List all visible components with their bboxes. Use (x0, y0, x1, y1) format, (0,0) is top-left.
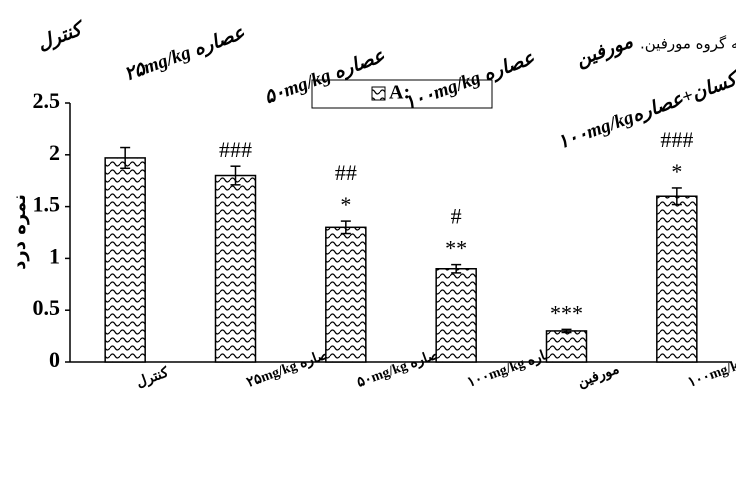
significance-mark: * (671, 159, 682, 184)
y-tick-label: 2.5 (33, 88, 61, 113)
y-axis-label: نمره درد (9, 194, 30, 270)
overlay-label: نالوکسان+عصاره۱۰۰mg/kg (555, 60, 736, 154)
bar (325, 226, 367, 363)
x-tick-label: عصاره ۲۵mg/kg (245, 344, 339, 391)
x-tick-label: مورفین (576, 362, 622, 391)
bar (435, 268, 477, 363)
bar (545, 330, 588, 363)
x-tick-label: عصاره ۵۰mg/kg (355, 344, 449, 391)
overlay-label: عصاره ۲۵mg/kg (122, 22, 249, 85)
bar (656, 195, 698, 363)
overlay-label: مورفین (574, 31, 637, 71)
significance-mark: ## (335, 160, 357, 185)
bar (104, 157, 146, 363)
significance-mark: # (451, 204, 462, 229)
significance-mark: ** (445, 236, 467, 261)
caption: مورفین: P<٠/٠٥#، P<٠/٠١## و P<٠/٠٠١### ن… (640, 35, 736, 53)
legend-swatch (371, 86, 386, 101)
legend: A: (311, 79, 493, 109)
significance-mark: ### (219, 137, 252, 162)
significance-mark: * (340, 192, 351, 217)
bar (214, 174, 257, 363)
overlay-label: کنترل (35, 18, 89, 55)
y-tick-label: 1.5 (33, 192, 61, 217)
x-tick-label: کنترل (134, 364, 171, 390)
legend-box (311, 79, 493, 109)
legend-label: A: (389, 82, 410, 104)
y-tick-label: 1 (49, 243, 60, 268)
y-tick-label: 2 (49, 140, 60, 165)
significance-mark: ### (660, 127, 693, 152)
y-tick-label: 0 (49, 347, 60, 372)
significance-mark: *** (550, 300, 583, 325)
y-tick-label: 0.5 (33, 295, 61, 320)
